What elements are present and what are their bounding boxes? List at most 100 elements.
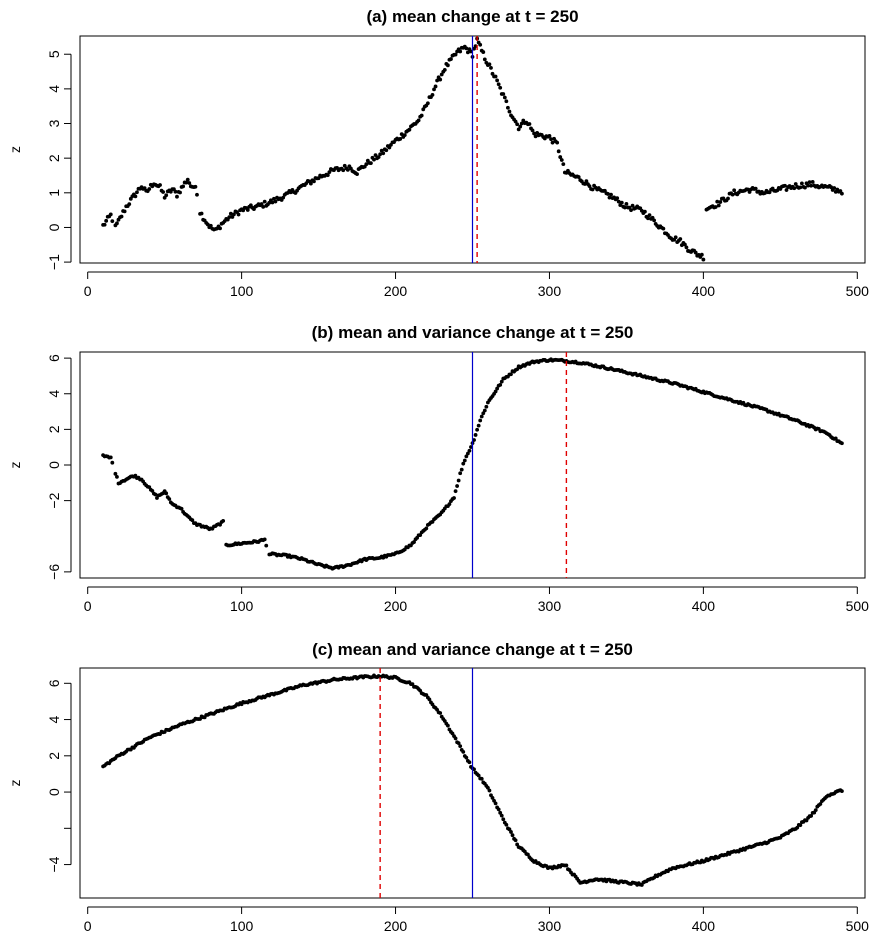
panel-a-title: (a) mean change at t = 250 [366, 7, 578, 26]
data-point [487, 788, 492, 793]
data-point [185, 177, 190, 182]
data-point [179, 506, 184, 511]
y-tick-label: −4 [46, 856, 62, 872]
y-tick-label: 2 [46, 425, 62, 433]
data-point [499, 379, 504, 384]
data-point [153, 492, 158, 497]
data-point [809, 814, 814, 818]
data-point [652, 218, 657, 223]
data-point [490, 795, 495, 800]
data-point [262, 199, 267, 204]
data-point [236, 212, 241, 217]
x-axis: 0 100 200 300 400 500 [84, 906, 869, 934]
data-point [218, 226, 222, 231]
data-point [840, 789, 844, 794]
data-point [150, 488, 155, 493]
data-point [308, 181, 313, 186]
data-point [195, 192, 199, 197]
data-point [479, 776, 484, 781]
y-tick-label: 4 [46, 85, 62, 93]
data-point [713, 205, 718, 209]
data-point [438, 77, 443, 82]
data-point [803, 185, 807, 190]
x-tick-label: 0 [84, 918, 92, 934]
data-point [467, 448, 472, 453]
data-point [378, 152, 383, 157]
x-tick-label: 100 [230, 598, 254, 614]
data-point [496, 82, 501, 87]
data-point [175, 194, 179, 199]
panel-c: (c) mean and variance change at t = 250 … [7, 640, 869, 934]
x-tick-label: 0 [84, 598, 92, 614]
data-point [102, 222, 107, 227]
data-point [456, 741, 461, 746]
x-tick-label: 100 [230, 918, 254, 934]
data-point [590, 187, 595, 192]
data-point [555, 140, 560, 145]
data-point [453, 52, 458, 57]
points-series [101, 36, 844, 262]
data-point [364, 162, 369, 167]
data-point [498, 85, 503, 90]
data-point [556, 149, 561, 154]
data-point [398, 137, 403, 141]
data-point [478, 418, 483, 423]
data-point [458, 471, 463, 476]
data-point [464, 454, 469, 459]
data-point [493, 389, 498, 394]
data-point [502, 95, 507, 100]
data-point [264, 543, 269, 548]
data-point [693, 250, 698, 255]
data-point [453, 736, 458, 741]
data-point [281, 195, 286, 200]
data-point [438, 711, 443, 715]
data-point [341, 168, 346, 173]
data-point [424, 526, 429, 531]
data-point [327, 170, 332, 175]
data-point [482, 57, 487, 62]
data-point [576, 175, 581, 179]
data-point [509, 372, 513, 377]
x-tick-label: 500 [846, 283, 870, 299]
data-point [478, 42, 483, 47]
data-point [458, 744, 463, 748]
y-tick-label: 5 [46, 50, 62, 58]
data-point [173, 189, 178, 194]
data-point [464, 755, 469, 760]
y-tick-label: −6 [46, 564, 62, 580]
data-point [452, 496, 456, 500]
panel-c-ylabel: z [7, 780, 23, 787]
data-point [381, 151, 386, 156]
data-point [501, 92, 506, 96]
data-point [345, 167, 350, 172]
data-point [135, 190, 139, 195]
data-point [683, 242, 687, 247]
data-point [161, 190, 166, 194]
x-axis: 0 100 200 300 400 500 [84, 271, 870, 299]
data-point [461, 461, 466, 466]
panel-a-ylabel: z [7, 146, 23, 153]
data-point [587, 184, 592, 189]
data-point [607, 195, 612, 200]
panel-b-ylabel: z [7, 462, 23, 469]
x-tick-label: 200 [384, 283, 408, 299]
data-point [622, 205, 627, 210]
data-point [558, 155, 563, 159]
data-point [832, 186, 837, 190]
data-point [840, 441, 844, 446]
data-point [178, 190, 182, 195]
data-point [259, 202, 264, 206]
data-point [412, 540, 416, 544]
data-point [133, 194, 138, 199]
y-tick-label: 4 [46, 715, 62, 723]
x-tick-label: 0 [84, 283, 92, 299]
data-point [108, 212, 113, 217]
data-point [187, 181, 192, 185]
data-point [190, 518, 195, 523]
x-tick-label: 300 [538, 283, 562, 299]
data-point [427, 697, 432, 702]
y-tick-label: 1 [46, 189, 62, 197]
data-point [467, 760, 472, 765]
data-point [549, 137, 553, 142]
data-point [609, 192, 613, 197]
